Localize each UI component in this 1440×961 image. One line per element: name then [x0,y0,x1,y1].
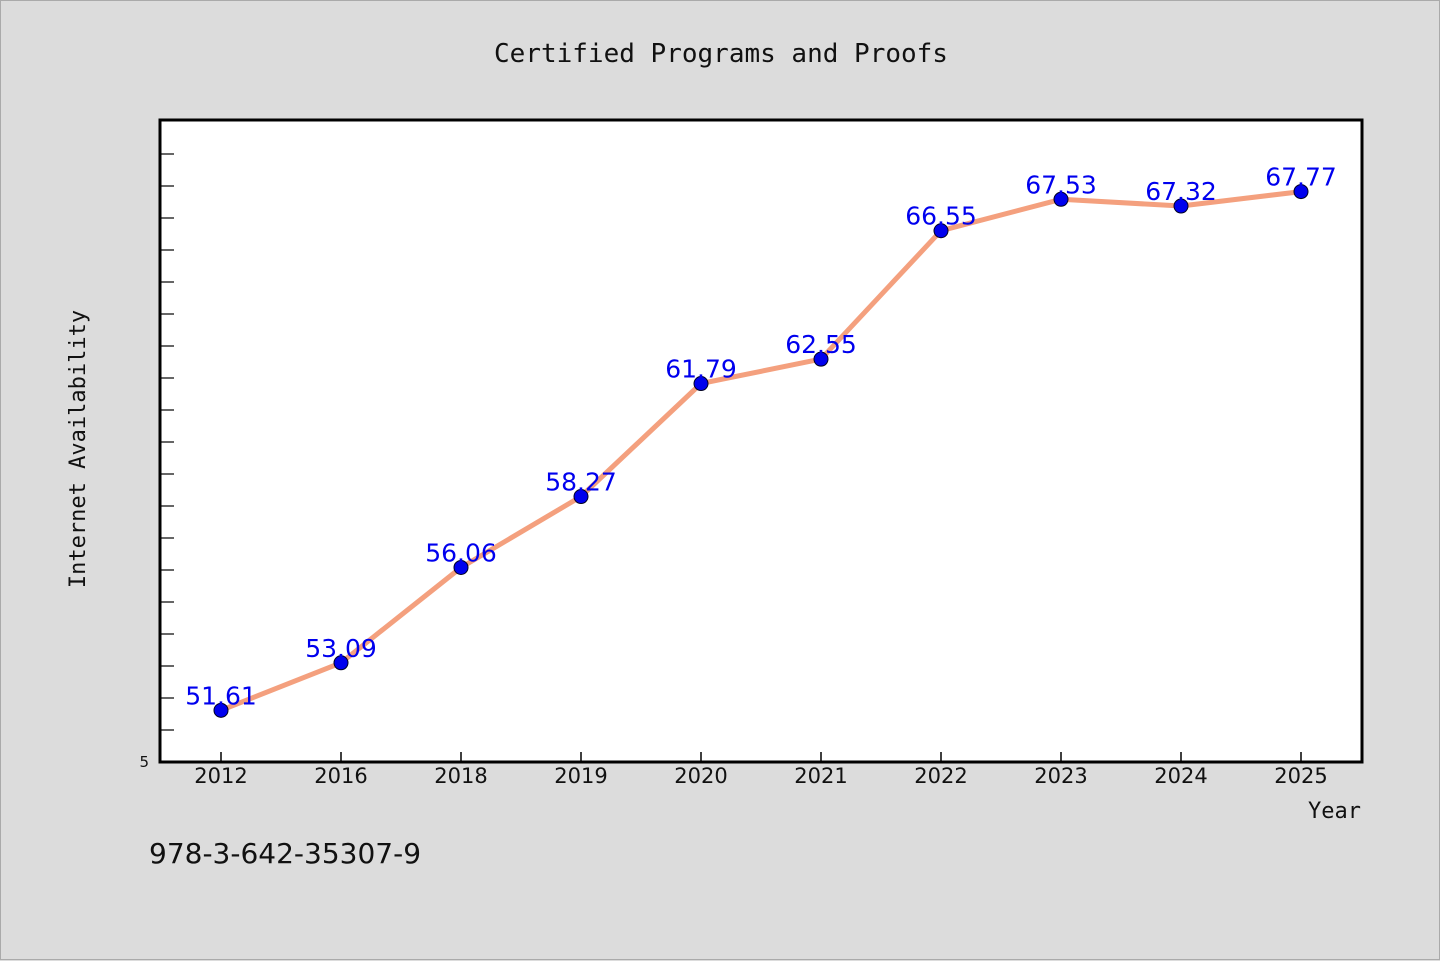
plot-area [158,118,1364,764]
x-tick-label: 2025 [1274,764,1327,788]
data-point [213,702,229,718]
data-label: 67.32 [1145,177,1217,206]
data-point [333,655,349,671]
x-tick-label: 2022 [914,764,967,788]
x-axis-label: Year [1308,799,1361,824]
x-tick-label: 2024 [1154,764,1207,788]
y-axis-label: Internet Availability [66,310,91,588]
data-points [213,184,1309,718]
x-tick-label: 2019 [554,764,607,788]
x-tick-label: 2020 [674,764,727,788]
data-point [693,376,709,392]
x-tick-label: 2012 [194,764,247,788]
series-line [218,189,1304,713]
x-axis-ticks [220,752,1302,762]
data-labels: 51.61 53.09 56.06 58.27 61.79 62.55 66.55 67.53… [185,163,1337,711]
chart-title: Certified Programs and Proofs [494,39,948,69]
y-axis-ticks [160,153,174,731]
data-point [1053,191,1069,207]
data-point [813,351,829,367]
data-label: 51.61 [185,681,257,710]
x-tick-label: 2023 [1034,764,1087,788]
y-tick-label: 5 [139,753,149,771]
data-label: 66.55 [905,202,977,231]
data-point [933,223,949,239]
isbn-text: 978-3-642-35307-9 [149,837,421,870]
data-label: 61.79 [665,355,737,384]
x-tick-label: 2018 [434,764,487,788]
data-label: 67.53 [1025,170,1097,199]
data-point [573,489,589,505]
data-point [1293,184,1309,200]
data-label: 56.06 [425,538,497,567]
data-label: 58.27 [545,468,617,497]
data-point [1173,198,1189,214]
x-tick-label: 2021 [794,764,847,788]
data-label: 67.77 [1265,163,1337,192]
x-tick-label: 2016 [314,764,367,788]
data-label: 53.09 [305,634,377,663]
data-label: 62.55 [785,330,857,359]
x-axis-tick-labels: 2012 2016 2018 2019 2020 2021 2022 2023 2024 2025 [194,764,1327,788]
data-point [453,559,469,575]
